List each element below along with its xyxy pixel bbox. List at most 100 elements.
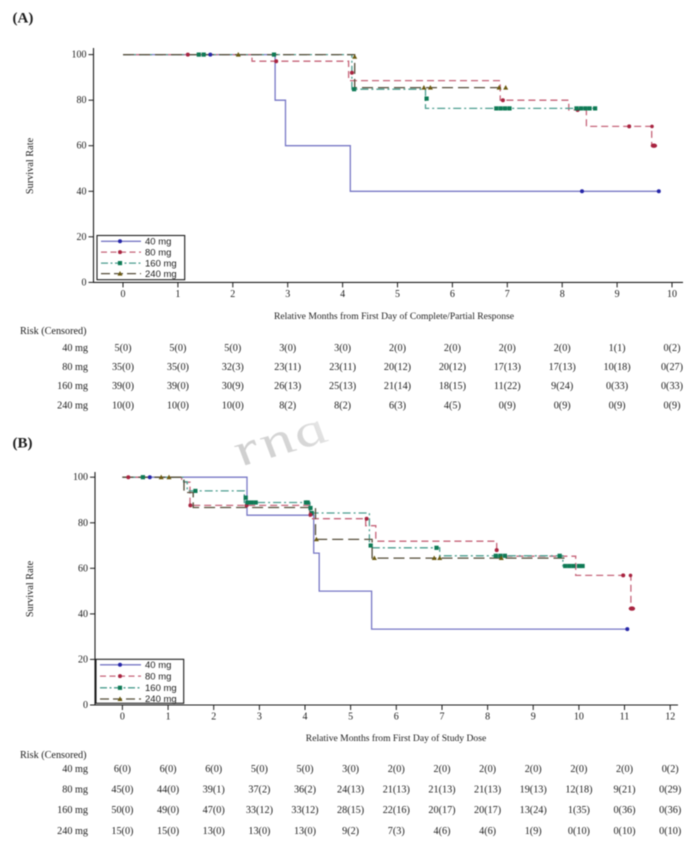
svg-text:0(36): 0(36) xyxy=(659,805,681,816)
svg-text:80 mg: 80 mg xyxy=(62,362,88,373)
svg-text:0(29): 0(29) xyxy=(659,785,681,796)
svg-text:Risk (Censored): Risk (Censored) xyxy=(20,326,87,337)
svg-text:0(9): 0(9) xyxy=(554,401,571,412)
svg-text:80: 80 xyxy=(78,518,88,529)
svg-text:10(18): 10(18) xyxy=(604,362,631,373)
svg-text:7(3): 7(3) xyxy=(388,826,405,837)
svg-text:9: 9 xyxy=(615,289,620,300)
svg-text:0(36): 0(36) xyxy=(613,805,635,816)
svg-text:9(21): 9(21) xyxy=(613,785,635,796)
svg-text:4(6): 4(6) xyxy=(479,826,496,837)
svg-text:13(0): 13(0) xyxy=(203,826,225,837)
svg-text:26(13): 26(13) xyxy=(274,381,301,392)
svg-text:Survival Rate: Survival Rate xyxy=(25,137,36,194)
svg-text:1: 1 xyxy=(175,289,180,300)
svg-text:(A): (A) xyxy=(13,11,34,27)
svg-text:1: 1 xyxy=(166,712,171,723)
svg-text:240 mg: 240 mg xyxy=(57,826,88,837)
svg-text:33(12): 33(12) xyxy=(291,805,318,816)
svg-text:36(2): 36(2) xyxy=(294,785,316,796)
svg-text:8(2): 8(2) xyxy=(279,401,296,412)
svg-text:2: 2 xyxy=(211,712,216,723)
svg-text:32(3): 32(3) xyxy=(222,362,244,373)
svg-text:13(0): 13(0) xyxy=(248,826,270,837)
svg-text:20: 20 xyxy=(78,654,88,665)
svg-text:24(13): 24(13) xyxy=(337,785,364,796)
svg-text:39(1): 39(1) xyxy=(203,785,225,796)
svg-text:7: 7 xyxy=(440,712,445,723)
svg-text:40 mg: 40 mg xyxy=(145,237,171,248)
svg-text:0: 0 xyxy=(82,277,87,288)
svg-text:33(12): 33(12) xyxy=(246,805,273,816)
svg-text:15(0): 15(0) xyxy=(111,826,133,837)
svg-text:2(0): 2(0) xyxy=(616,764,633,775)
svg-text:8: 8 xyxy=(560,289,565,300)
svg-text:25(13): 25(13) xyxy=(329,381,356,392)
svg-text:6(0): 6(0) xyxy=(160,764,177,775)
svg-text:Relative Months from First Day: Relative Months from First Day of Comple… xyxy=(274,311,514,322)
svg-text:2(0): 2(0) xyxy=(479,764,496,775)
svg-text:0(10): 0(10) xyxy=(659,826,681,837)
svg-text:0(10): 0(10) xyxy=(613,826,635,837)
svg-text:1(9): 1(9) xyxy=(525,826,542,837)
svg-text:20(17): 20(17) xyxy=(474,805,501,816)
svg-text:1(35): 1(35) xyxy=(568,805,590,816)
svg-text:2(0): 2(0) xyxy=(525,764,542,775)
svg-text:40: 40 xyxy=(77,186,87,197)
svg-text:(B): (B) xyxy=(13,436,33,452)
svg-text:19(13): 19(13) xyxy=(520,785,547,796)
svg-text:5(0): 5(0) xyxy=(169,343,186,354)
svg-text:10(0): 10(0) xyxy=(167,401,189,412)
svg-text:9(24): 9(24) xyxy=(551,381,573,392)
svg-text:7: 7 xyxy=(505,289,510,300)
svg-text:6(0): 6(0) xyxy=(205,764,222,775)
svg-text:160 mg: 160 mg xyxy=(57,805,88,816)
svg-text:15(0): 15(0) xyxy=(157,826,179,837)
svg-text:17(13): 17(13) xyxy=(549,362,576,373)
svg-text:20(12): 20(12) xyxy=(384,362,411,373)
svg-text:40: 40 xyxy=(78,609,88,620)
svg-text:Survival Rate: Survival Rate xyxy=(25,560,36,617)
svg-text:28(15): 28(15) xyxy=(337,805,364,816)
svg-text:240 mg: 240 mg xyxy=(57,401,88,412)
svg-text:60: 60 xyxy=(78,563,88,574)
svg-text:23(11): 23(11) xyxy=(329,362,356,373)
svg-text:0(33): 0(33) xyxy=(606,381,628,392)
svg-text:6: 6 xyxy=(394,712,399,723)
svg-text:0(2): 0(2) xyxy=(664,343,681,354)
svg-text:80: 80 xyxy=(77,95,87,106)
svg-text:6(3): 6(3) xyxy=(389,401,406,412)
svg-text:18(15): 18(15) xyxy=(439,381,466,392)
svg-text:5: 5 xyxy=(348,712,353,723)
svg-text:2(0): 2(0) xyxy=(499,343,516,354)
svg-text:2(0): 2(0) xyxy=(434,764,451,775)
svg-text:100: 100 xyxy=(72,50,87,61)
svg-text:3(0): 3(0) xyxy=(279,343,296,354)
svg-text:0(9): 0(9) xyxy=(499,401,516,412)
svg-text:0(9): 0(9) xyxy=(664,401,681,412)
svg-text:3: 3 xyxy=(257,712,262,723)
svg-text:4(5): 4(5) xyxy=(444,401,461,412)
svg-text:39(0): 39(0) xyxy=(112,381,134,392)
svg-text:10: 10 xyxy=(574,712,584,723)
svg-text:0(9): 0(9) xyxy=(609,401,626,412)
svg-text:37(2): 37(2) xyxy=(248,785,270,796)
svg-text:47(0): 47(0) xyxy=(203,805,225,816)
svg-text:0(33): 0(33) xyxy=(661,381,683,392)
svg-text:60: 60 xyxy=(77,141,87,152)
svg-text:0(10): 0(10) xyxy=(568,826,590,837)
svg-text:8(2): 8(2) xyxy=(334,401,351,412)
svg-text:35(0): 35(0) xyxy=(112,362,134,373)
svg-text:13(0): 13(0) xyxy=(294,826,316,837)
svg-text:12(18): 12(18) xyxy=(565,785,592,796)
svg-text:20(17): 20(17) xyxy=(428,805,455,816)
svg-text:100: 100 xyxy=(73,472,88,483)
svg-text:160 mg: 160 mg xyxy=(57,381,88,392)
svg-text:80 mg: 80 mg xyxy=(145,247,171,258)
svg-text:5(0): 5(0) xyxy=(224,343,241,354)
svg-text:9: 9 xyxy=(531,712,536,723)
svg-text:240 mg: 240 mg xyxy=(145,694,177,705)
svg-text:0(27): 0(27) xyxy=(661,362,683,373)
svg-text:0: 0 xyxy=(121,289,126,300)
svg-text:2(0): 2(0) xyxy=(389,343,406,354)
